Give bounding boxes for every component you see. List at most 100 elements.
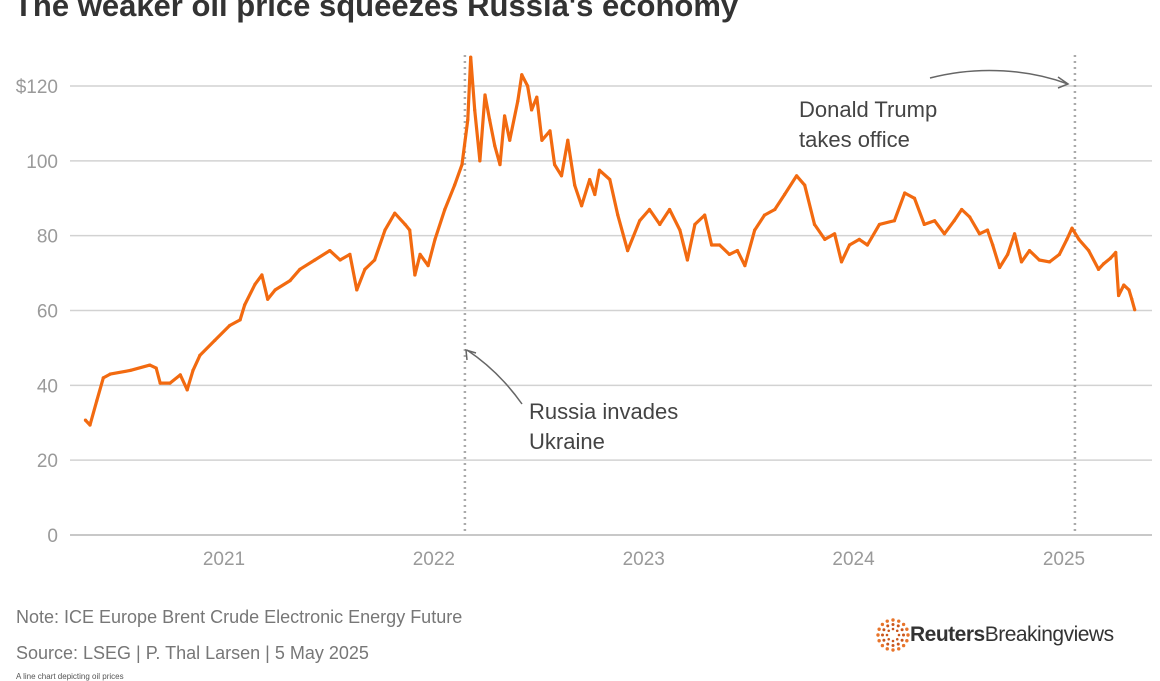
data-point <box>1019 260 1024 264</box>
data-point <box>266 297 270 301</box>
logo-dot <box>880 643 885 648</box>
data-point <box>1122 283 1126 287</box>
annotation-trump-line1: Donald Trump <box>799 97 937 122</box>
logo-dot <box>891 648 895 652</box>
data-point <box>718 243 722 247</box>
data-point <box>647 207 652 212</box>
data-point <box>298 267 302 271</box>
logo-dot <box>897 633 901 637</box>
data-point <box>228 323 232 328</box>
data-point <box>709 243 714 247</box>
logo-dot <box>900 628 904 632</box>
data-point <box>363 267 367 271</box>
logo-dot <box>897 647 901 651</box>
logo-dot <box>885 633 889 637</box>
y-tick-label: 100 <box>26 152 58 173</box>
data-point <box>616 213 620 217</box>
data-point <box>626 249 630 253</box>
data-point <box>525 84 530 88</box>
logo-dot <box>885 619 889 623</box>
data-point <box>782 192 787 197</box>
x-tick-label: 2023 <box>623 549 665 570</box>
data-point <box>548 129 552 133</box>
arrow-invasion-head-icon <box>465 348 477 361</box>
logo-dot <box>886 624 890 628</box>
annotation-trump-line2: takes office <box>799 127 910 152</box>
logo-dot <box>891 639 895 643</box>
data-point <box>559 174 564 178</box>
data-point <box>693 222 697 227</box>
data-point <box>593 192 597 197</box>
data-point <box>1096 267 1101 271</box>
alt-text: A line chart depicting oil prices <box>16 672 124 681</box>
x-tick-label: 2024 <box>832 549 875 570</box>
data-point <box>703 213 707 217</box>
data-point <box>101 376 105 380</box>
data-point <box>520 73 524 77</box>
logo-dot <box>887 637 891 641</box>
y-tick-label: 60 <box>37 302 58 323</box>
data-point <box>960 207 964 212</box>
data-point <box>638 219 642 223</box>
data-point <box>238 318 242 322</box>
annotations: Russia invades Ukraine Donald Trump take… <box>465 69 1070 454</box>
x-tick-label: 2025 <box>1043 549 1085 570</box>
data-point <box>88 423 92 427</box>
data-point <box>158 381 162 385</box>
arrow-trump-head-icon <box>1057 76 1070 89</box>
data-point <box>273 288 277 292</box>
data-point <box>1065 237 1069 242</box>
data-point <box>991 243 995 247</box>
data-point <box>373 258 377 262</box>
data-point <box>508 138 512 142</box>
logo-dot <box>886 642 890 646</box>
data-point <box>516 99 520 103</box>
data-point <box>1077 237 1081 242</box>
data-point <box>753 228 757 232</box>
data-point <box>839 260 844 264</box>
data-point <box>198 353 202 357</box>
logo-dot <box>891 618 895 622</box>
data-point <box>355 288 359 292</box>
event-lines <box>463 55 1077 535</box>
data-point <box>597 168 602 172</box>
data-point <box>1102 262 1106 266</box>
x-tick-label: 2022 <box>413 549 455 570</box>
data-point <box>968 215 972 219</box>
data-point <box>168 381 172 385</box>
data-point <box>328 249 332 253</box>
data-point <box>1087 249 1091 253</box>
logo-dot <box>902 633 905 637</box>
data-point <box>348 252 352 256</box>
data-point <box>1108 256 1113 260</box>
logo-dot <box>877 639 881 643</box>
data-points <box>83 55 1137 427</box>
data-point <box>483 93 487 97</box>
data-point <box>191 368 195 372</box>
data-point <box>540 138 544 142</box>
logo-dot <box>887 629 891 633</box>
data-point <box>529 108 534 112</box>
data-point <box>847 243 852 247</box>
data-point <box>128 368 132 372</box>
logo-dot <box>891 623 895 626</box>
data-point <box>903 191 907 195</box>
data-point <box>1006 252 1010 256</box>
chart-title: The weaker oil price squeezes Russia's e… <box>14 0 739 23</box>
data-point <box>253 282 257 286</box>
data-point <box>478 159 482 163</box>
data-point <box>426 264 430 268</box>
data-point <box>566 138 570 142</box>
source-line: Source: LSEG | P. Thal Larsen | 5 May 20… <box>16 643 369 663</box>
logo-dot <box>895 637 899 641</box>
data-point <box>260 273 264 277</box>
data-point <box>580 204 584 208</box>
x-axis: 2021 2022 2023 2024 2025 <box>203 549 1085 570</box>
data-point <box>985 228 990 232</box>
data-point <box>1130 297 1134 301</box>
data-point <box>1037 258 1041 262</box>
data-point <box>552 162 557 167</box>
data-point <box>466 118 470 122</box>
data-point <box>213 338 217 343</box>
data-point <box>735 249 740 253</box>
